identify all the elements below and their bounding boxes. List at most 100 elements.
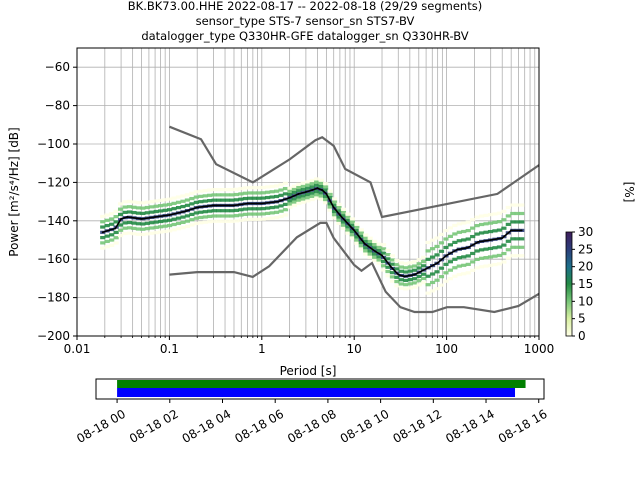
heatmap-cell: [167, 208, 173, 212]
heatmap-cell: [447, 226, 454, 230]
heatmap-cell: [153, 199, 159, 203]
heatmap-cell: [158, 204, 164, 208]
heatmap-cell: [135, 222, 142, 226]
heatmap-cell: [354, 222, 360, 226]
heatmap-cell: [367, 252, 373, 256]
y-tick-label: −80: [45, 99, 70, 113]
heatmap-cell: [452, 240, 458, 244]
heatmap-cell: [487, 246, 494, 251]
heatmap-cell: [496, 220, 503, 224]
heatmap-cell: [438, 275, 445, 279]
heatmap-cell: [104, 213, 110, 217]
heatmap-cell: [126, 231, 133, 235]
heatmap-cell: [117, 212, 124, 217]
heatmap-cell: [305, 183, 311, 187]
heatmap-cell: [323, 182, 329, 186]
heatmap-cell: [224, 209, 231, 213]
heatmap-cell: [260, 185, 266, 190]
heatmap-cell: [412, 260, 418, 264]
heatmap-cell: [389, 262, 396, 266]
heatmap-cell: [465, 262, 471, 266]
heatmap-cell: [229, 214, 235, 218]
heatmap-cell: [452, 223, 458, 228]
heatmap-cell: [474, 232, 480, 236]
heatmap-cell: [224, 198, 231, 202]
heatmap-cell: [345, 212, 351, 216]
heatmap-cell: [363, 236, 369, 240]
heatmap-cell: [265, 211, 271, 215]
heatmap-cell: [452, 274, 458, 278]
heatmap-cell: [389, 279, 396, 283]
heatmap-cell: [429, 255, 436, 259]
mean-point: [456, 248, 459, 251]
timeline-bar-green: [117, 380, 526, 388]
heatmap-cell: [184, 214, 191, 218]
heatmap-cell: [175, 221, 182, 226]
heatmap-cell: [336, 218, 342, 222]
heatmap-cell: [318, 184, 324, 189]
heatmap-cell: [184, 224, 191, 229]
heatmap-cell: [229, 209, 235, 213]
heatmap-cell: [202, 199, 208, 203]
heatmap-cell: [438, 249, 445, 253]
heatmap-cell: [505, 256, 511, 260]
heatmap-cell: [216, 198, 222, 202]
heatmap-cell: [229, 193, 235, 197]
heatmap-cell: [470, 234, 476, 239]
heatmap-cell: [443, 279, 449, 283]
heatmap-cell: [327, 202, 333, 206]
heatmap-cell: [470, 218, 476, 222]
heatmap-cell: [167, 218, 173, 222]
heatmap-cell: [456, 222, 462, 226]
heatmap-cell: [510, 220, 516, 224]
heatmap-cell: [363, 233, 369, 237]
heatmap-cell: [474, 215, 480, 219]
colorbar-tick-label: 5: [578, 312, 586, 326]
heatmap-cell: [514, 254, 520, 258]
heatmap-cell: [247, 186, 253, 190]
heatmap-cell: [434, 278, 440, 282]
heatmap-cell: [207, 209, 213, 213]
heatmap-cell: [162, 208, 168, 212]
heatmap-cell: [238, 192, 244, 196]
heatmap-cell: [443, 228, 449, 233]
heatmap-cell: [117, 223, 124, 227]
heatmap-cell: [216, 188, 222, 192]
heatmap-cell: [331, 203, 338, 207]
heatmap-cell: [349, 220, 355, 224]
heatmap-cell: [465, 254, 471, 258]
heatmap-cell: [323, 188, 329, 192]
heatmap-cell: [470, 260, 476, 264]
mean-point: [246, 202, 249, 205]
heatmap-cell: [296, 195, 302, 199]
heatmap-cell: [291, 197, 298, 201]
heatmap-cell: [126, 199, 133, 204]
heatmap-cell: [443, 237, 449, 241]
heatmap-cell: [429, 272, 436, 276]
heatmap-cell: [349, 223, 355, 227]
heatmap-cell: [198, 194, 204, 198]
heatmap-cell: [260, 196, 266, 200]
colorbar-gradient: [565, 231, 573, 337]
x-axis-label: Period [s]: [280, 364, 337, 378]
heatmap-cell: [211, 219, 217, 223]
heatmap-cell: [296, 201, 302, 205]
mean-point: [397, 273, 400, 276]
mean-point: [325, 193, 328, 195]
timeline-tick-label: 08-18 02: [127, 407, 181, 446]
heatmap-cell: [167, 223, 173, 228]
heatmap-cell: [122, 200, 128, 204]
heatmap-cell: [278, 214, 284, 219]
heatmap-cell: [336, 202, 342, 207]
heatmap-cell: [479, 214, 485, 218]
heatmap-cell: [403, 278, 409, 283]
timeline-tick-label: 08-18 06: [232, 407, 286, 446]
heatmap-cell: [273, 205, 280, 209]
heatmap-cell: [380, 259, 387, 264]
timeline-tick-label: 08-18 08: [285, 407, 339, 446]
heatmap-cell: [349, 233, 355, 237]
heatmap-cell: [407, 282, 413, 286]
mean-point: [321, 189, 324, 191]
heatmap-cell: [421, 264, 427, 268]
heatmap-cell: [367, 255, 373, 259]
